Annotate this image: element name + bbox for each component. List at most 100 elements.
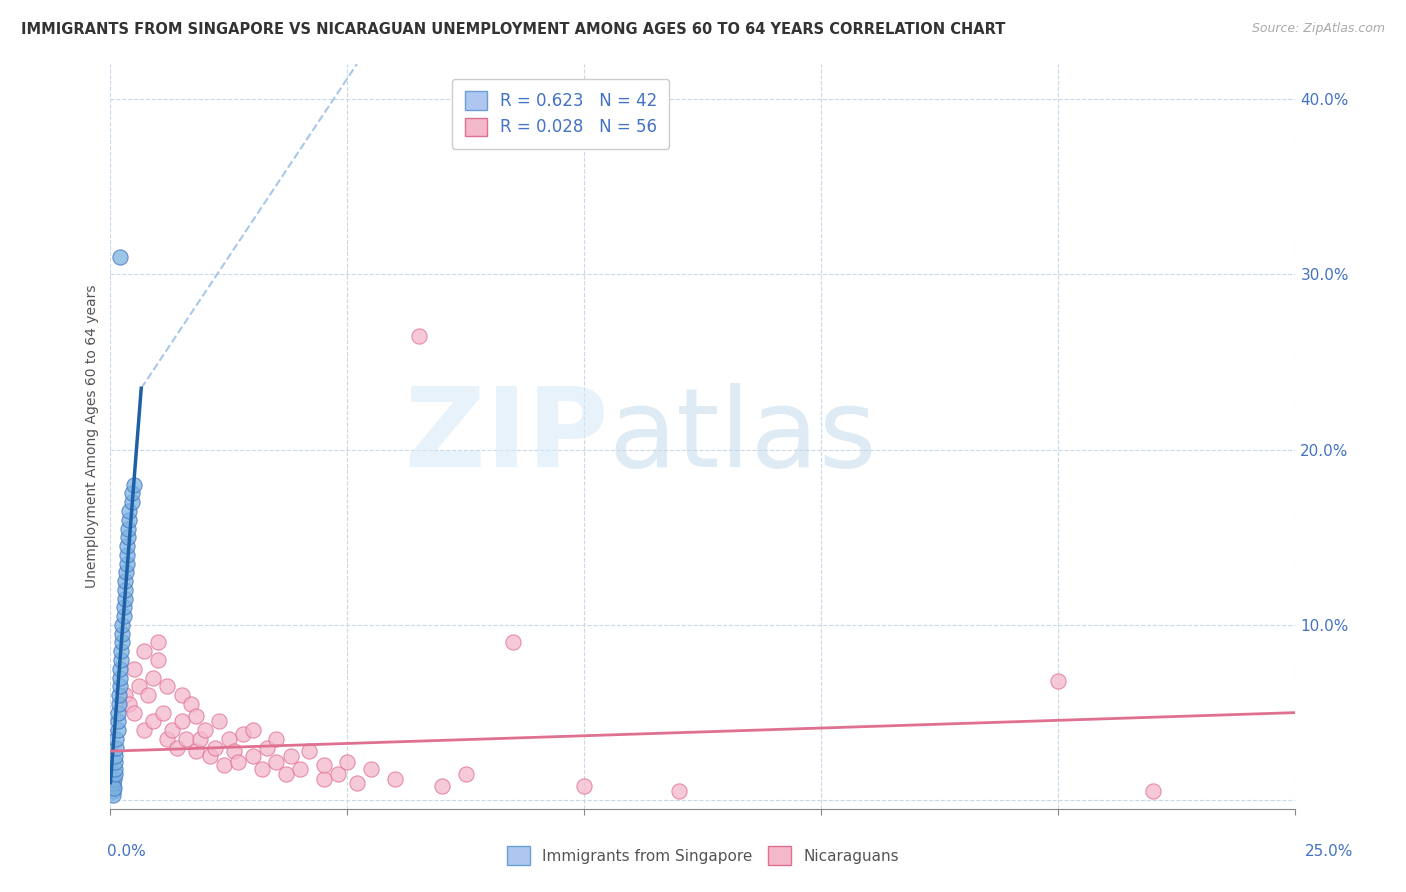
Point [250,762,273,776]
Text: 0.0%: 0.0% [107,845,146,859]
Text: Source: ZipAtlas.com: Source: ZipAtlas.com [1251,22,1385,36]
Point [346,775,368,789]
Point [112,609,135,624]
Text: ZIP: ZIP [405,383,609,490]
Point [128,679,150,693]
Point [110,653,132,667]
Point [104,762,127,776]
Point [174,731,197,746]
Point [136,688,159,702]
Point [194,723,217,738]
Point [288,762,311,776]
Point [156,679,179,693]
Point [115,548,138,562]
Point [432,779,454,793]
Point [668,784,690,798]
Point [280,749,302,764]
Point [108,697,131,711]
Point [103,772,125,787]
Point [384,772,406,787]
Point [232,726,254,740]
Point [114,591,136,606]
Point [112,600,135,615]
Point [111,635,134,649]
Point [180,697,202,711]
Text: IMMIGRANTS FROM SINGAPORE VS NICARAGUAN UNEMPLOYMENT AMONG AGES 60 TO 64 YEARS C: IMMIGRANTS FROM SINGAPORE VS NICARAGUAN … [21,22,1005,37]
Point [104,755,127,769]
Point [146,635,169,649]
Point [212,758,235,772]
Point [115,557,138,571]
Point [242,723,264,738]
Y-axis label: Unemployment Among Ages 60 to 64 years: Unemployment Among Ages 60 to 64 years [86,285,100,589]
Point [107,723,129,738]
Text: 25.0%: 25.0% [1305,845,1353,859]
Legend: R = 0.623   N = 42, R = 0.028   N = 56: R = 0.623 N = 42, R = 0.028 N = 56 [453,79,669,148]
Point [574,779,596,793]
Point [146,653,169,667]
Point [170,688,193,702]
Point [198,749,221,764]
Point [222,744,245,758]
Point [104,749,127,764]
Point [108,679,131,693]
Point [336,755,359,769]
Point [122,477,145,491]
Point [104,767,127,781]
Point [108,671,131,685]
Point [208,714,231,729]
Point [114,688,136,702]
Point [108,688,131,702]
Point [408,328,430,343]
Point [166,740,188,755]
Point [312,758,335,772]
Point [142,671,165,685]
Point [108,662,131,676]
Point [170,714,193,729]
Point [204,740,226,755]
Point [111,618,134,632]
Legend: Immigrants from Singapore, Nicaraguans: Immigrants from Singapore, Nicaraguans [501,840,905,871]
Point [298,744,321,758]
Text: atlas: atlas [609,383,876,490]
Point [121,495,143,509]
Point [103,780,125,795]
Point [101,775,124,789]
Point [111,626,134,640]
Point [502,635,524,649]
Point [110,644,132,658]
Point [118,697,141,711]
Point [121,486,143,500]
Point [228,755,250,769]
Point [266,731,288,746]
Point [360,762,382,776]
Point [132,644,155,658]
Point [115,539,138,553]
Point [184,709,207,723]
Point [101,788,124,802]
Point [152,706,174,720]
Point [326,767,349,781]
Point [101,784,124,798]
Point [108,250,131,264]
Point [107,714,129,729]
Point [132,723,155,738]
Point [105,740,128,755]
Point [274,767,297,781]
Point [114,582,136,597]
Point [118,513,141,527]
Point [184,744,207,758]
Point [122,706,145,720]
Point [312,772,335,787]
Point [190,731,212,746]
Point [117,530,139,544]
Point [101,779,124,793]
Point [122,662,145,676]
Point [218,731,240,746]
Point [1142,784,1164,798]
Point [114,566,136,580]
Point [107,706,129,720]
Point [242,749,264,764]
Point [256,740,278,755]
Point [266,755,288,769]
